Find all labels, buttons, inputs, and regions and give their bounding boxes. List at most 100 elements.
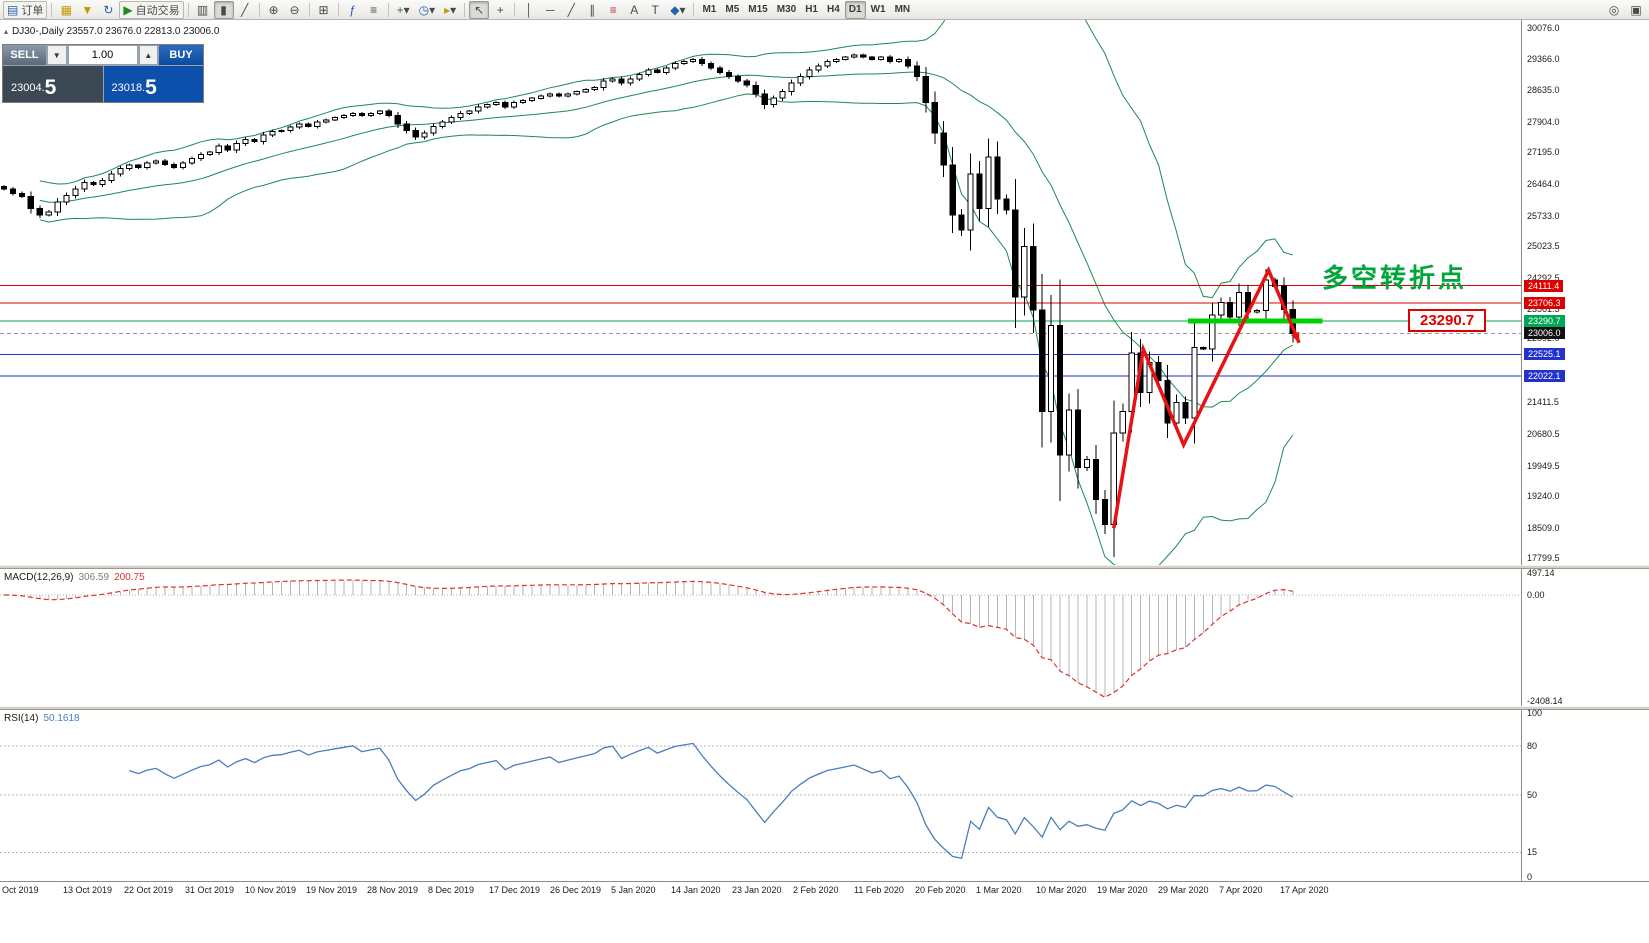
arrange-windows-button[interactable]: ▣ <box>1626 1 1646 19</box>
text-icon: A <box>630 2 639 17</box>
add-indicator-button[interactable]: + ▾ <box>393 1 414 19</box>
refresh-button[interactable]: ↻ <box>98 1 118 19</box>
cursor-tool-button[interactable]: ↖ <box>469 0 490 19</box>
date-axis-label: 19 Nov 2019 <box>306 885 358 895</box>
layouts-button[interactable]: ▦ <box>56 1 76 19</box>
main-chart-panel[interactable]: ▴ DJ30-,Daily 23557.0 23676.0 22813.0 23… <box>0 20 1649 565</box>
macd-panel[interactable]: MACD(12,26,9) 306.59 200.75 497.14 0.00 -2… <box>0 568 1649 706</box>
timeframe-m5-button[interactable]: M5 <box>725 4 740 15</box>
oct-expander-icon[interactable]: ▴ <box>4 27 9 36</box>
rsi-panel[interactable]: RSI(14) 50.1618 100 80 50 15 0 <box>0 708 1649 882</box>
zoom-in-button[interactable]: ⊕ <box>264 1 284 19</box>
sell-price-big: 5 <box>44 76 57 99</box>
timeframe-m15-button[interactable]: M15 <box>748 4 768 15</box>
candlestick-plot[interactable] <box>0 20 1521 565</box>
toolbar-separator <box>51 2 53 17</box>
price-callout-box: 23290.7 <box>1408 309 1487 332</box>
lot-decrease-button[interactable]: ▼ <box>46 45 67 65</box>
price-axis-tick: 20680.5 <box>1527 429 1560 439</box>
indicators-button[interactable]: ƒ <box>343 1 363 19</box>
profiles-button[interactable]: ▼ <box>77 1 97 19</box>
horizontal-line-icon: ─ <box>545 2 555 17</box>
chevron-down-icon: ▾ <box>679 2 686 17</box>
line-chart-icon: ╱ <box>240 2 249 17</box>
autotrading-button[interactable]: ▶ 自动交易 <box>119 0 184 19</box>
templates-button[interactable]: ▸ ▾ <box>440 1 460 19</box>
bar-chart-icon: ▥ <box>196 2 209 17</box>
timeframe-m30-button[interactable]: M30 <box>776 4 797 15</box>
buy-button[interactable]: BUY <box>159 45 203 65</box>
chevron-down-icon: ▾ <box>450 2 457 17</box>
top-toolbar: ▤ 订单 ▦ ▼ ↻ ▶ 自动交易 ▥ ▮ ╱ ⊕ ⊖ ⊞ ƒ ≡ + ▾ ◷ … <box>0 0 1649 20</box>
objects-list-button[interactable]: ≡ <box>364 1 384 19</box>
channel-icon: ∥ <box>589 2 596 17</box>
buy-price-big: 5 <box>145 76 157 99</box>
chevron-down-icon: ▾ <box>403 2 410 17</box>
tile-windows-button[interactable]: ⊞ <box>314 1 334 19</box>
timeframe-w1-button[interactable]: W1 <box>870 4 886 15</box>
timeframe-d1-button[interactable]: D1 <box>844 0 866 19</box>
objects-list-icon: ≡ <box>370 2 378 17</box>
lot-size-input[interactable] <box>67 45 138 65</box>
shapes-tool-button[interactable]: ◆ ▾ <box>666 1 689 19</box>
zoom-out-button[interactable]: ⊖ <box>285 1 305 19</box>
price-line-label: 23290.7 <box>1524 315 1565 327</box>
line-chart-mode-button[interactable]: ╱ <box>235 1 255 19</box>
panel-separator[interactable] <box>0 565 1649 569</box>
macd-signal-value: 200.75 <box>114 572 145 583</box>
autotrading-play-icon: ▶ <box>123 2 133 17</box>
date-axis-label: 10 Nov 2019 <box>245 885 297 895</box>
profiles-icon: ▼ <box>81 2 94 17</box>
timeframe-m1-button[interactable]: M1 <box>702 4 717 15</box>
text-tool-button[interactable]: A <box>624 1 644 19</box>
clock-icon: ◷ <box>418 2 430 17</box>
timeframe-h1-button[interactable]: H1 <box>805 4 818 15</box>
price-axis-tick: 27195.0 <box>1527 147 1560 157</box>
symbol-ohlc-readout: ▴ DJ30-,Daily 23557.0 23676.0 22813.0 23… <box>4 26 219 37</box>
toolbar-separator <box>693 2 695 17</box>
candlestick-icon: ▮ <box>220 2 227 17</box>
price-line-label: 23706.3 <box>1524 297 1565 309</box>
channel-tool-button[interactable]: ∥ <box>582 1 602 19</box>
date-axis-label: Oct 2019 <box>2 885 39 895</box>
bar-chart-mode-button[interactable]: ▥ <box>193 1 213 19</box>
label-tool-button[interactable]: T <box>645 1 665 19</box>
sell-price-button[interactable]: 23004. 5 <box>3 66 103 102</box>
date-axis-label: 28 Nov 2019 <box>367 885 419 895</box>
rsi-value: 50.1618 <box>43 713 80 724</box>
new-order-button[interactable]: ▤ 订单 <box>3 0 48 19</box>
date-axis-label: 11 Feb 2020 <box>854 885 904 895</box>
vertical-line-tool-button[interactable]: │ <box>519 1 539 19</box>
windows-icon: ▣ <box>1630 2 1642 17</box>
trendline-tool-button[interactable]: ╱ <box>561 1 581 19</box>
candlestick-mode-button[interactable]: ▮ <box>213 0 234 19</box>
price-line-label: 23006.0 <box>1524 327 1565 339</box>
price-axis-tick: 29366.0 <box>1527 54 1560 64</box>
date-axis-label: 7 Apr 2020 <box>1219 885 1263 895</box>
rsi-axis: 100 80 50 15 0 <box>1521 708 1649 882</box>
price-axis-tick: 19240.0 <box>1527 491 1560 501</box>
price-axis-tick: 21411.5 <box>1527 397 1559 407</box>
price-axis-tick: 24292.5 <box>1527 273 1560 283</box>
periods-button[interactable]: ◷ ▾ <box>415 1 440 19</box>
crosshair-tool-button[interactable]: + <box>490 1 510 19</box>
macd-axis: 497.14 0.00 -2408.14 <box>1521 568 1649 706</box>
layouts-icon: ▦ <box>60 2 73 17</box>
timeframe-mn-button[interactable]: MN <box>894 4 911 15</box>
horizontal-line-tool-button[interactable]: ─ <box>540 1 560 19</box>
fibonacci-tool-button[interactable]: ≡ <box>603 1 623 19</box>
rsi-axis-tick: 50 <box>1527 790 1538 800</box>
date-axis-label: 17 Dec 2019 <box>489 885 541 895</box>
zoom-in-icon: ⊕ <box>268 2 279 17</box>
macd-main-value: 306.59 <box>78 572 110 583</box>
timeframe-h4-button[interactable]: H4 <box>826 4 840 15</box>
lot-increase-button[interactable]: ▲ <box>138 45 159 65</box>
search-button[interactable]: ◎ <box>1604 1 1624 19</box>
buy-price-button[interactable]: 23018. 5 <box>103 66 203 102</box>
sell-button[interactable]: SELL <box>3 45 46 65</box>
price-axis-tick: 19949.5 <box>1527 461 1560 471</box>
macd-plot <box>0 579 1521 698</box>
date-axis-label: 26 Dec 2019 <box>550 885 602 895</box>
panel-separator[interactable] <box>0 706 1649 710</box>
price-axis-tick: 23561.5 <box>1527 304 1560 314</box>
